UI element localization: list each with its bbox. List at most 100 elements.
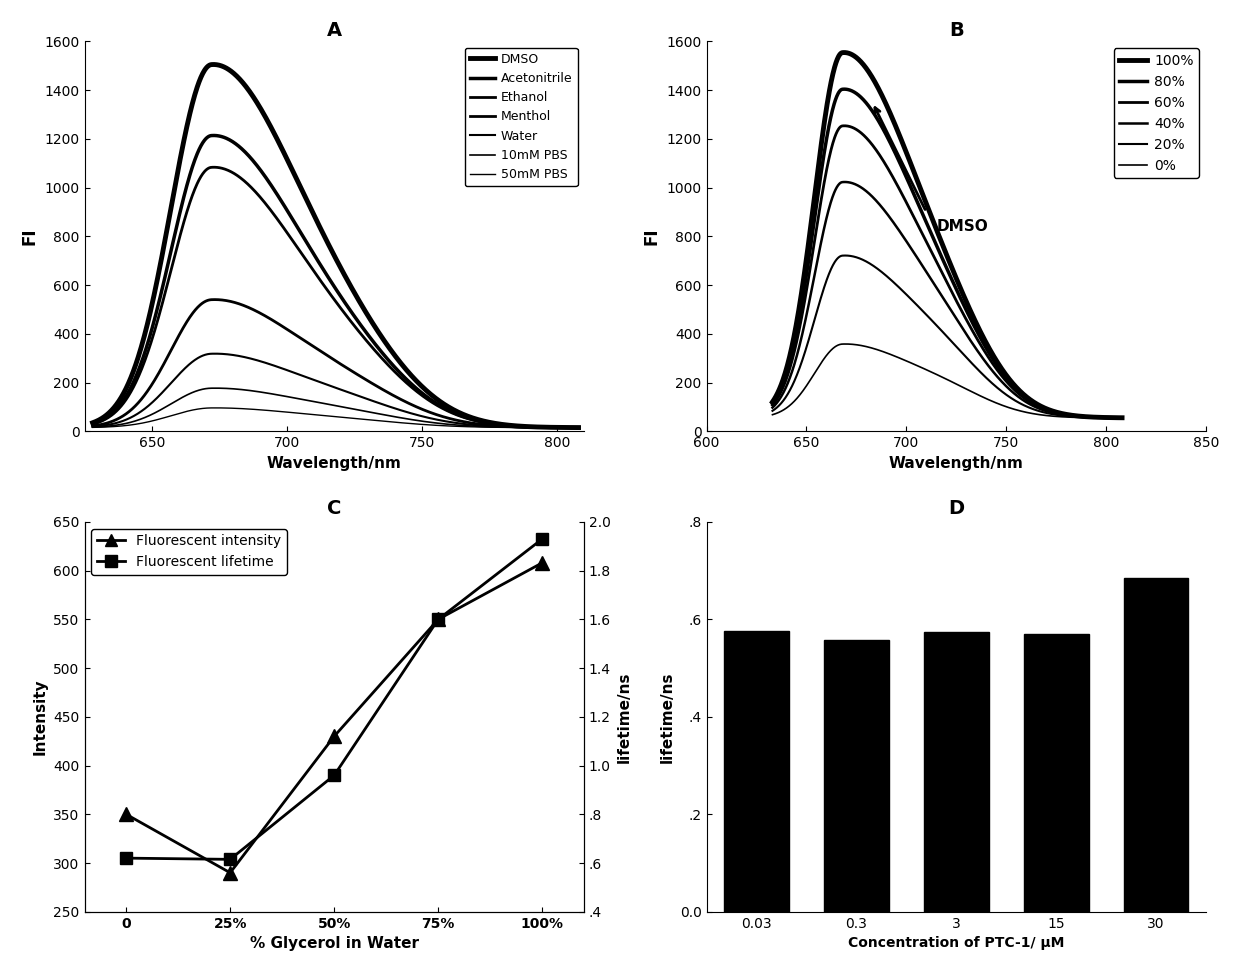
Y-axis label: lifetime/ns: lifetime/ns xyxy=(616,671,631,763)
50mM PBS xyxy=(381,416,396,428)
Ethanol xyxy=(454,411,469,423)
0% xyxy=(988,397,1003,408)
0% xyxy=(968,388,983,399)
20% xyxy=(838,250,853,261)
100% xyxy=(1066,410,1081,422)
80% xyxy=(765,398,780,409)
Acetonitrile xyxy=(381,354,396,365)
Water xyxy=(396,405,410,417)
Title: D: D xyxy=(949,499,965,517)
Menthol xyxy=(207,294,222,305)
20% xyxy=(786,376,801,388)
Ethanol xyxy=(505,420,520,432)
Title: B: B xyxy=(949,20,963,40)
40% xyxy=(786,360,801,371)
80% xyxy=(1030,399,1045,411)
Acetonitrile xyxy=(206,129,221,141)
Acetonitrile xyxy=(396,369,410,381)
60% xyxy=(988,362,1003,373)
DMSO xyxy=(454,408,469,420)
Line: Menthol: Menthol xyxy=(93,299,579,428)
DMSO xyxy=(368,322,383,333)
20% xyxy=(1066,411,1081,423)
Line: 100%: 100% xyxy=(773,52,1122,418)
Bar xyxy=(1024,634,1089,912)
Water xyxy=(368,396,383,407)
100% xyxy=(968,317,983,329)
Bar xyxy=(1123,578,1188,912)
Menthol xyxy=(86,420,100,432)
0% xyxy=(786,396,801,407)
Fluorescent lifetime xyxy=(119,852,134,864)
Fluorescent intensity xyxy=(223,867,238,879)
Ethanol xyxy=(115,399,130,410)
60% xyxy=(786,347,801,359)
Ethanol xyxy=(396,373,410,385)
100% xyxy=(765,397,780,408)
Bar xyxy=(924,633,988,912)
80% xyxy=(837,84,852,95)
Legend: 100%, 80%, 60%, 40%, 20%, 0%: 100%, 80%, 60%, 40%, 20%, 0% xyxy=(1114,49,1199,178)
50mM PBS xyxy=(115,420,130,432)
Legend: Fluorescent intensity, Fluorescent lifetime: Fluorescent intensity, Fluorescent lifet… xyxy=(92,529,286,574)
10mM PBS xyxy=(454,420,469,432)
40% xyxy=(837,176,852,188)
Bar xyxy=(823,640,889,912)
20% xyxy=(988,380,1003,392)
Menthol xyxy=(381,387,396,399)
Ethanol xyxy=(86,418,100,430)
10mM PBS xyxy=(86,421,100,433)
100% xyxy=(1030,399,1045,410)
50mM PBS xyxy=(572,422,587,434)
Water xyxy=(208,348,223,360)
Line: 80%: 80% xyxy=(773,89,1122,418)
Menthol xyxy=(505,421,520,433)
Line: Fluorescent lifetime: Fluorescent lifetime xyxy=(120,533,548,866)
0% xyxy=(977,393,992,404)
Title: C: C xyxy=(327,499,341,517)
Ethanol xyxy=(381,360,396,371)
100% xyxy=(837,47,852,58)
60% xyxy=(968,331,983,343)
Ethanol xyxy=(206,161,221,173)
50mM PBS xyxy=(505,422,520,434)
Acetonitrile xyxy=(115,396,130,407)
Y-axis label: lifetime/ns: lifetime/ns xyxy=(660,671,675,763)
Water xyxy=(454,418,469,430)
DMSO xyxy=(115,390,130,401)
Menthol xyxy=(115,410,130,422)
Fluorescent intensity xyxy=(430,613,445,625)
Acetonitrile xyxy=(454,410,469,422)
Acetonitrile xyxy=(368,338,383,350)
Fluorescent lifetime xyxy=(327,770,342,781)
Line: 0%: 0% xyxy=(773,344,1122,418)
20% xyxy=(977,371,992,383)
10mM PBS xyxy=(396,412,410,424)
Line: DMSO: DMSO xyxy=(93,64,579,428)
20% xyxy=(968,362,983,373)
Line: 40%: 40% xyxy=(773,182,1122,418)
Fluorescent lifetime xyxy=(534,533,549,544)
50mM PBS xyxy=(368,415,383,427)
80% xyxy=(968,324,983,335)
Line: 20%: 20% xyxy=(773,256,1122,418)
80% xyxy=(977,340,992,352)
Bar xyxy=(724,632,789,912)
100% xyxy=(1115,412,1130,424)
Water xyxy=(505,421,520,433)
10mM PBS xyxy=(381,410,396,422)
40% xyxy=(1115,412,1130,424)
0% xyxy=(838,338,853,350)
Line: 60%: 60% xyxy=(773,125,1122,418)
X-axis label: Wavelength/nm: Wavelength/nm xyxy=(889,456,1024,470)
50mM PBS xyxy=(396,417,410,429)
60% xyxy=(1115,412,1130,424)
Line: 10mM PBS: 10mM PBS xyxy=(93,388,579,428)
0% xyxy=(1030,408,1045,420)
Acetonitrile xyxy=(505,420,520,432)
DMSO xyxy=(396,360,410,371)
0% xyxy=(1115,412,1130,424)
80% xyxy=(988,358,1003,369)
Fluorescent intensity xyxy=(534,557,549,569)
Y-axis label: FI: FI xyxy=(642,227,661,245)
